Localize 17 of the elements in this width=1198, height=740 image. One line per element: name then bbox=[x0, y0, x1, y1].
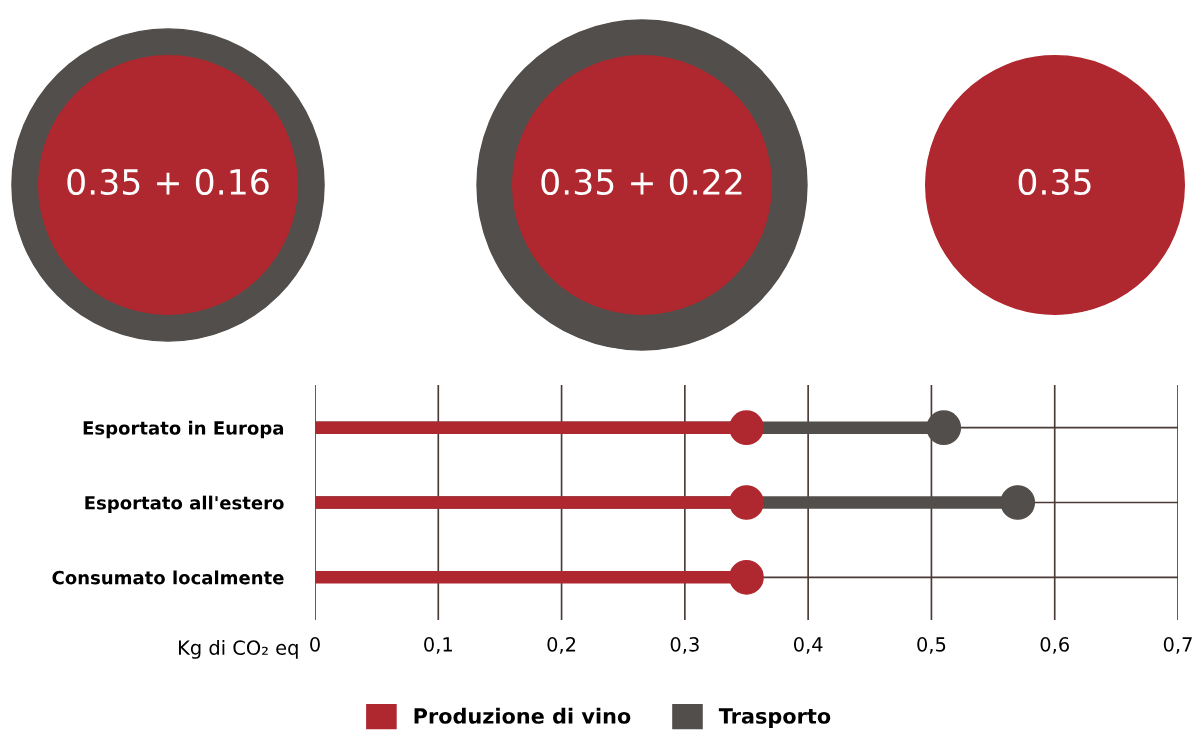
x-tick-label: 0,3 bbox=[670, 637, 699, 654]
x-axis-title: Kg di CO₂ eq bbox=[179, 639, 298, 659]
y-tick-label: Consumato localmente bbox=[52, 570, 284, 585]
text: 0.35 + 0.16 bbox=[67, 168, 269, 196]
legend-label: Trasporto bbox=[718, 708, 831, 728]
text: 0.35 bbox=[1018, 168, 1091, 196]
x-tick-label: 0,7 bbox=[1163, 637, 1192, 654]
x-tick-label: 0,2 bbox=[547, 637, 576, 654]
x-tick-label: 0 bbox=[310, 637, 320, 652]
x-tick-label: 0,5 bbox=[917, 637, 946, 654]
text: 0.35 + 0.22 bbox=[541, 168, 742, 196]
y-tick-label: Esportato all'estero bbox=[85, 495, 284, 514]
x-tick-label: 0,1 bbox=[424, 637, 452, 654]
y-tick-label: Esportato in Europa bbox=[83, 420, 284, 439]
x-tick-label: 0,4 bbox=[793, 637, 823, 654]
x-tick-label: 0,6 bbox=[1040, 637, 1069, 654]
legend-label: Produzione di vino bbox=[414, 707, 631, 724]
